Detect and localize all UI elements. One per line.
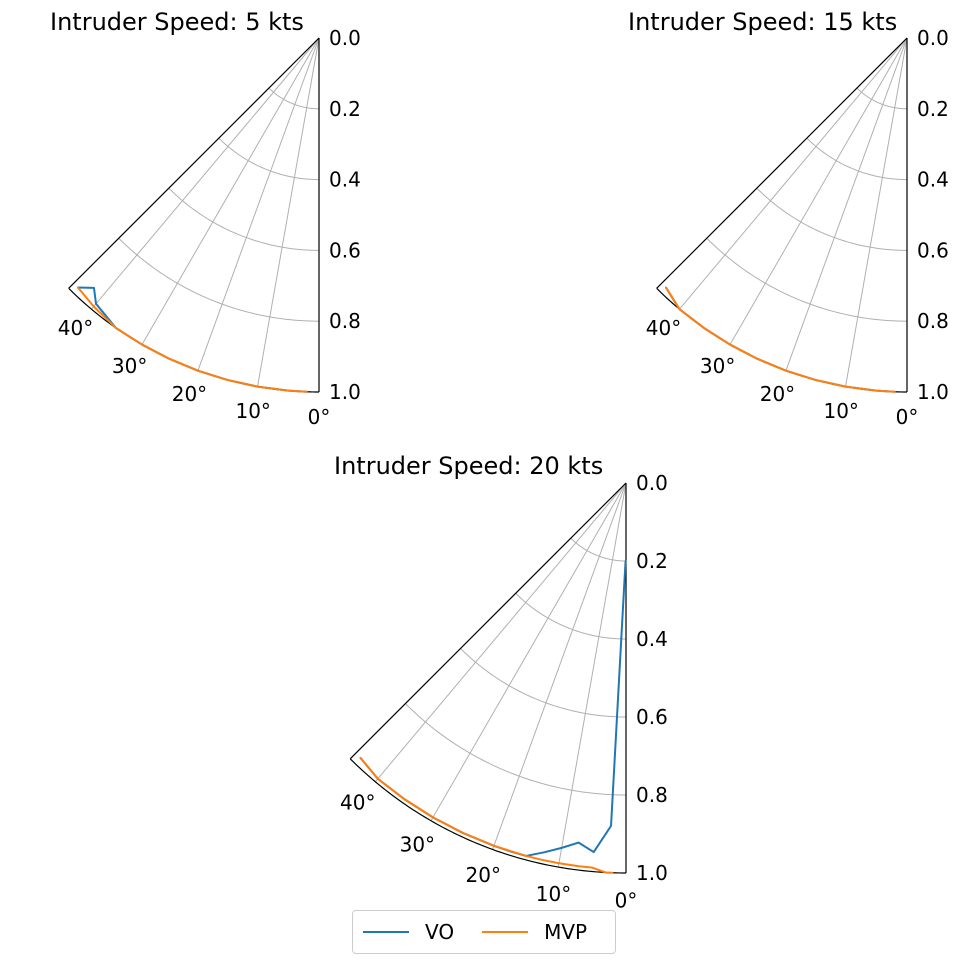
r-tick-label: 0.4 <box>917 168 949 192</box>
theta-tick-label: 20° <box>760 382 795 406</box>
r-tick-label: 0.8 <box>636 783 668 807</box>
outer-spine <box>656 287 908 393</box>
outer-spine <box>68 287 320 393</box>
chart-title: Intruder Speed: 20 kts <box>334 452 603 480</box>
r-tick-label: 1.0 <box>636 861 668 885</box>
legend-label-vo: VO <box>425 920 455 944</box>
r-tick-label: 1.0 <box>329 380 361 404</box>
grid-spoke <box>141 37 320 345</box>
grid-spoke <box>679 37 908 310</box>
grid-arc <box>460 648 627 718</box>
spine-max-deg <box>349 482 627 760</box>
grid-spoke <box>430 482 627 821</box>
chart-title: Intruder Speed: 5 kts <box>50 8 304 36</box>
theta-tick-label: 20° <box>466 863 501 887</box>
grid-spoke <box>785 37 908 371</box>
legend-swatch-vo <box>363 931 409 933</box>
grid-arc <box>756 187 908 251</box>
r-tick-label: 0.6 <box>636 705 668 729</box>
grid-arc <box>570 537 627 562</box>
legend: VO MVP <box>352 910 616 954</box>
legend-label-mvp: MVP <box>544 920 588 944</box>
grid-arc <box>515 592 627 640</box>
r-tick-label: 0.8 <box>917 309 949 333</box>
polar-chart-speed-5: 0.0 0.2 0.4 0.6 0.8 1.00° 10° 20° 30° 40° Intruder… <box>50 8 361 429</box>
r-tick-label: 0.4 <box>329 168 361 192</box>
r-tick-label: 0.0 <box>917 26 949 50</box>
legend-item-vo: VO <box>363 920 454 944</box>
theta-tick-label: 40° <box>340 791 375 815</box>
spine-max-deg <box>656 37 908 289</box>
theta-tick-label: 40° <box>646 316 681 340</box>
grid-arc <box>856 87 908 110</box>
grid-arc <box>706 237 908 322</box>
theta-tick-label: 40° <box>58 316 93 340</box>
theta-tick-label: 0° <box>896 405 919 429</box>
theta-tick-label: 10° <box>235 399 270 423</box>
r-tick-label: 0.6 <box>329 238 361 262</box>
grid-arc <box>218 137 320 181</box>
spine-max-deg <box>68 37 320 289</box>
grid-spoke <box>374 482 627 783</box>
grid-arc <box>806 137 908 181</box>
grid-spoke <box>197 37 320 371</box>
theta-tick-label: 0° <box>615 888 638 912</box>
grid-arc <box>168 187 320 251</box>
grid-spoke <box>729 37 908 345</box>
legend-swatch-mvp <box>482 931 529 933</box>
r-tick-label: 0.6 <box>917 238 949 262</box>
r-tick-label: 0.2 <box>917 97 949 121</box>
grid-spoke <box>257 37 320 387</box>
r-tick-label: 0.4 <box>636 627 668 651</box>
r-tick-label: 0.2 <box>329 97 361 121</box>
r-tick-label: 0.2 <box>636 549 668 573</box>
outer-spine <box>349 758 627 874</box>
theta-tick-label: 30° <box>700 354 735 378</box>
legend-item-mvp: MVP <box>482 920 587 944</box>
grid-arc <box>405 703 627 796</box>
chart-title: Intruder Speed: 15 kts <box>628 8 897 36</box>
grid-spoke <box>845 37 908 387</box>
r-tick-label: 0.8 <box>329 309 361 333</box>
grid-spoke <box>557 482 627 868</box>
theta-tick-label: 30° <box>112 354 147 378</box>
series-line-mvp <box>665 286 896 393</box>
theta-tick-label: 10° <box>536 882 571 906</box>
grid-arc <box>118 237 320 322</box>
r-tick-label: 0.0 <box>329 26 361 50</box>
theta-tick-label: 10° <box>823 399 858 423</box>
grid-spoke <box>91 37 320 310</box>
series-line-mvp <box>77 286 308 393</box>
polar-chart-speed-15: 0.0 0.2 0.4 0.6 0.8 1.00° 10° 20° 30° 40° Intruder… <box>628 8 949 429</box>
grid-spoke <box>492 482 627 850</box>
r-tick-label: 1.0 <box>917 380 949 404</box>
theta-tick-label: 30° <box>400 832 435 856</box>
theta-tick-label: 0° <box>308 405 331 429</box>
theta-tick-label: 20° <box>172 382 207 406</box>
r-tick-label: 0.0 <box>636 471 668 495</box>
series-line-mvp <box>359 756 614 874</box>
polar-chart-speed-20: 0.0 0.2 0.4 0.6 0.8 1.0 0° 10° 20° 30° 40° Intruder… <box>334 452 668 912</box>
grid-arc <box>268 87 320 110</box>
